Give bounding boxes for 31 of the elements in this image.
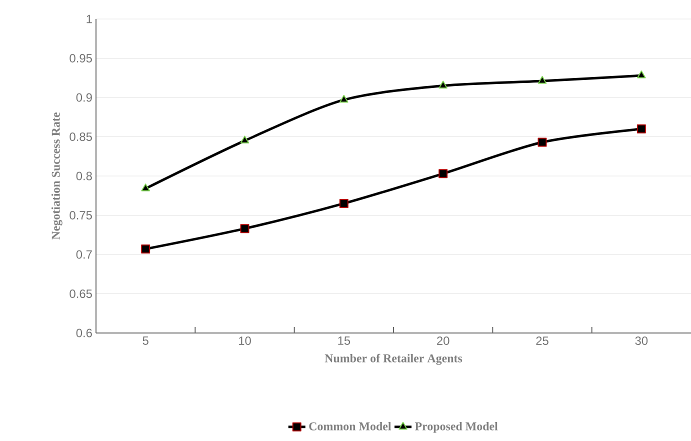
y-tick-label: 0.7 (76, 250, 92, 259)
point (141, 184, 150, 192)
y-tick-label: 0.85 (70, 132, 92, 141)
legend-label: Proposed Model (414, 422, 498, 433)
point (438, 80, 448, 88)
point (538, 138, 547, 147)
x-tick-label: 5 (142, 336, 148, 345)
point (438, 169, 448, 178)
point (340, 94, 348, 103)
x-tick-label: 15 (338, 336, 350, 345)
point (538, 76, 547, 84)
y-tick-label: 0.9 (76, 93, 92, 102)
point (636, 124, 646, 134)
y-tick-label: 0.95 (70, 54, 92, 62)
x-tick-label: 30 (635, 336, 648, 345)
y-tick-label: 0.6 (76, 328, 92, 338)
point (339, 198, 348, 208)
x-tick-label: 10 (239, 336, 251, 345)
point (240, 136, 250, 144)
y-tick-label: 1 (86, 14, 92, 24)
y-tick-label: 0.8 (76, 172, 92, 180)
point (240, 224, 250, 234)
x-tick-label: 20 (437, 336, 450, 345)
x-axis-title: Number of Retailer Agents (324, 354, 462, 365)
y-tick-label: 0.75 (70, 211, 92, 220)
x-tick-label: 25 (536, 336, 548, 345)
y-axis-title: Negotiation Success Rate (51, 112, 62, 240)
legend-label: Common Model (309, 422, 392, 430)
point (141, 244, 150, 254)
y-tick-label: 0.65 (70, 290, 92, 298)
point (637, 70, 646, 78)
